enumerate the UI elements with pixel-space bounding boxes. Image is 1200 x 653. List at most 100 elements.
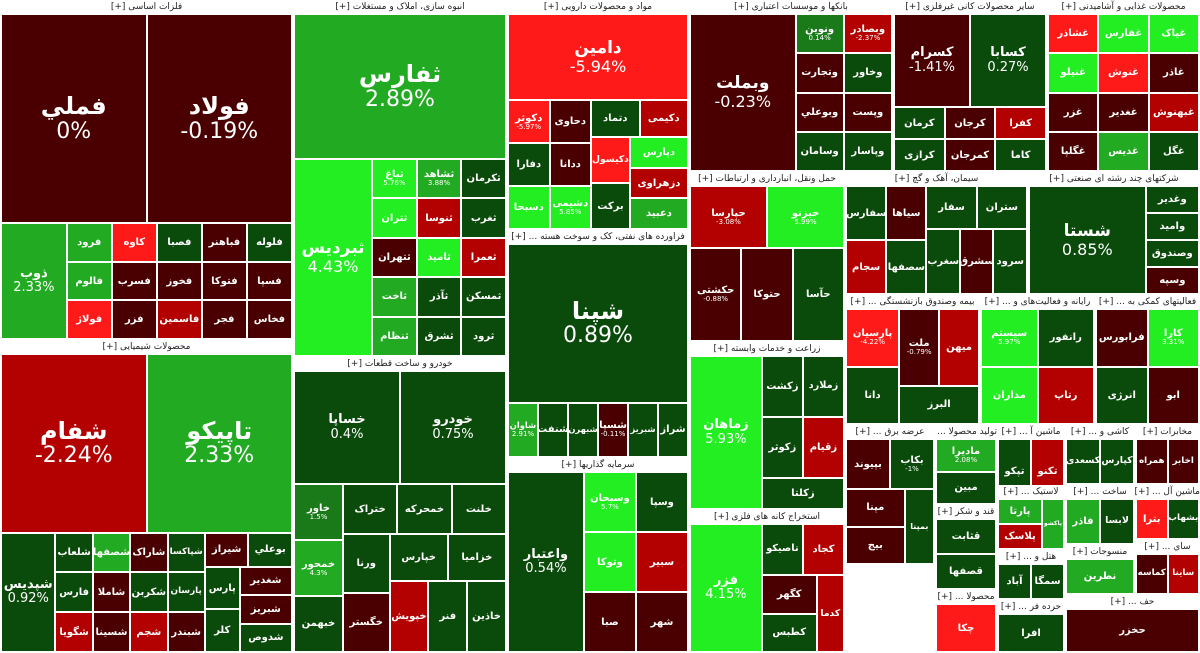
stock-tile[interactable]: ورنا [342,534,390,594]
stock-tile[interactable]: وپاسار [843,131,892,171]
sector-header[interactable]: کاشی و ... [+] [1065,425,1135,439]
stock-tile[interactable]: شصفها [92,532,131,573]
stock-tile[interactable]: سفارس [846,186,887,240]
stock-tile[interactable]: ونوين 0.14% [795,14,844,54]
sector-header[interactable]: محصولا ... [+] [935,590,997,604]
sector-header[interactable]: قند و شکر [+] [935,505,997,519]
stock-tile[interactable]: خبهمن [294,596,343,652]
stock-tile[interactable]: دامین -5.94% [508,14,688,101]
stock-tile[interactable]: شبریز [628,402,658,457]
stock-tile[interactable]: دکیسول [591,137,630,184]
stock-tile[interactable]: آباد [998,564,1031,599]
stock-tile[interactable]: فخوز [156,261,202,301]
stock-tile[interactable]: خودرو 0.75% [400,371,506,485]
stock-tile[interactable]: شبندر [167,612,205,652]
stock-tile[interactable]: فصبا [156,223,202,262]
stock-tile[interactable]: شاملا [92,572,131,613]
stock-tile[interactable]: فارس [55,572,93,613]
stock-tile[interactable]: رانفور [1037,309,1094,367]
stock-tile[interactable]: دحاوی [549,100,592,144]
stock-tile[interactable]: بشهاب [1167,499,1199,539]
sector-header[interactable]: خودرو و ساخت قطعات [+] [293,357,507,371]
stock-tile[interactable]: بوعلي [248,532,292,567]
stock-tile[interactable]: سفار [926,186,977,230]
stock-tile[interactable]: شراز [658,402,688,457]
stock-tile[interactable]: خپویش [389,581,429,652]
sector-header[interactable]: فلزات اساسی [+] [0,0,293,14]
stock-tile[interactable]: غنوش [1098,53,1149,93]
stock-tile[interactable]: دانا [846,366,900,424]
sector-header[interactable]: سرمایه گذاریها [+] [507,458,689,472]
stock-tile[interactable]: سبير [635,532,688,592]
sector-header[interactable]: حرده فر ... [+] [997,600,1065,614]
stock-tile[interactable]: خاور 1.5% [294,484,343,541]
stock-tile[interactable]: ثغرب [461,198,506,238]
stock-tile[interactable]: ثبردیس 4.43% [294,159,373,356]
stock-tile[interactable]: کپارس [1100,439,1134,484]
stock-tile[interactable]: وپست [843,92,892,132]
stock-tile[interactable]: ثفارس 2.89% [294,14,506,160]
stock-tile[interactable]: ميهن [939,309,979,386]
stock-tile[interactable]: غیاک [1148,14,1199,54]
stock-tile[interactable]: کاما [995,139,1046,171]
stock-tile[interactable]: مادیرا 2.08% [936,439,996,472]
stock-tile[interactable]: غشاذر [1048,14,1099,54]
stock-tile[interactable]: شبریز [239,595,292,624]
stock-tile[interactable]: پارسیان -4.22% [846,309,900,367]
sector-header[interactable]: تولید محصولا ... [+] [935,425,997,439]
stock-tile[interactable]: زکلتا [761,478,844,509]
sector-header[interactable]: انبوه سازی، املاک و مستغلات [+] [293,0,507,14]
stock-tile[interactable]: ثآذر [416,277,462,317]
stock-tile[interactable]: دسبحا [508,186,550,229]
stock-tile[interactable]: فولاژ [66,300,112,339]
stock-tile[interactable]: کسابا 0.27% [970,14,1046,108]
stock-tile[interactable]: شدوص [239,623,292,652]
stock-tile[interactable]: سرود [993,229,1027,294]
stock-tile[interactable]: شکربن [130,572,168,613]
sector-header[interactable]: فراورده های نفتی، کک و سوخت هسته ... [+] [507,230,689,244]
stock-tile[interactable]: واعتبار 0.54% [508,472,584,652]
stock-tile[interactable]: تاپيکو 2.33% [146,354,292,533]
stock-tile[interactable]: وسبحان 5.7% [583,472,636,532]
stock-tile[interactable]: همراه [1136,439,1168,484]
stock-tile[interactable]: شیراز [204,532,249,567]
stock-tile[interactable]: فزر 4.15% [690,524,762,652]
stock-tile[interactable]: شسپا -0.11% [598,402,628,457]
stock-tile[interactable]: کسرام -1.41% [894,14,970,108]
stock-tile[interactable]: پاکشو [1042,499,1064,549]
stock-tile[interactable]: کطبس [761,613,817,652]
stock-tile[interactable]: وسپا [635,472,688,532]
stock-tile[interactable]: ساینا [1167,554,1199,594]
stock-tile[interactable]: وخاور [843,53,892,93]
sector-header[interactable]: بانکها و موسسات اعتباری [+] [689,0,893,14]
stock-tile[interactable]: ثتهران [372,237,417,278]
stock-tile[interactable]: لابسا [1100,499,1134,544]
stock-tile[interactable]: ابو [1147,366,1199,424]
stock-tile[interactable]: ثعمرا [461,237,506,278]
sector-header[interactable]: ماشین آ ... [+] [997,425,1065,439]
stock-tile[interactable]: دپارس [629,137,688,168]
sector-header[interactable]: بیمه وصندوق بازنشستگی ... [+] [845,295,980,309]
stock-tile[interactable]: وبملت -0.23% [690,14,796,171]
stock-tile[interactable]: کاوه [111,223,157,262]
stock-tile[interactable]: شگویا [55,612,93,652]
stock-tile[interactable]: ثباغ 5.76% [372,159,417,199]
stock-tile[interactable]: فلوله [246,223,292,262]
stock-tile[interactable]: حتوکا [741,248,793,341]
stock-tile[interactable]: دکوثر -5.97% [508,100,550,144]
stock-tile[interactable]: مبین [936,471,996,504]
stock-tile[interactable]: فباهنر [201,223,247,262]
stock-tile[interactable]: شفام -2.24% [1,354,147,533]
stock-tile[interactable]: شغدیر [239,566,292,596]
sector-header[interactable]: مواد و محصولات دارویی [+] [507,0,689,14]
sector-header[interactable]: سیمان، آهک و گچ [+] [845,172,1028,186]
stock-tile[interactable]: دفارا [508,143,550,187]
stock-tile[interactable]: اخابر [1167,439,1199,484]
stock-tile[interactable]: فنر [428,581,468,652]
stock-tile[interactable]: کگهر [761,575,817,614]
stock-tile[interactable]: ثشرق [416,316,462,356]
sector-header[interactable]: استخراج کانه های فلزی [+] [689,510,845,524]
stock-tile[interactable]: خاذین [467,581,506,652]
stock-tile[interactable]: رتاپ [1037,366,1094,424]
stock-tile[interactable]: نطرین [1066,559,1134,594]
